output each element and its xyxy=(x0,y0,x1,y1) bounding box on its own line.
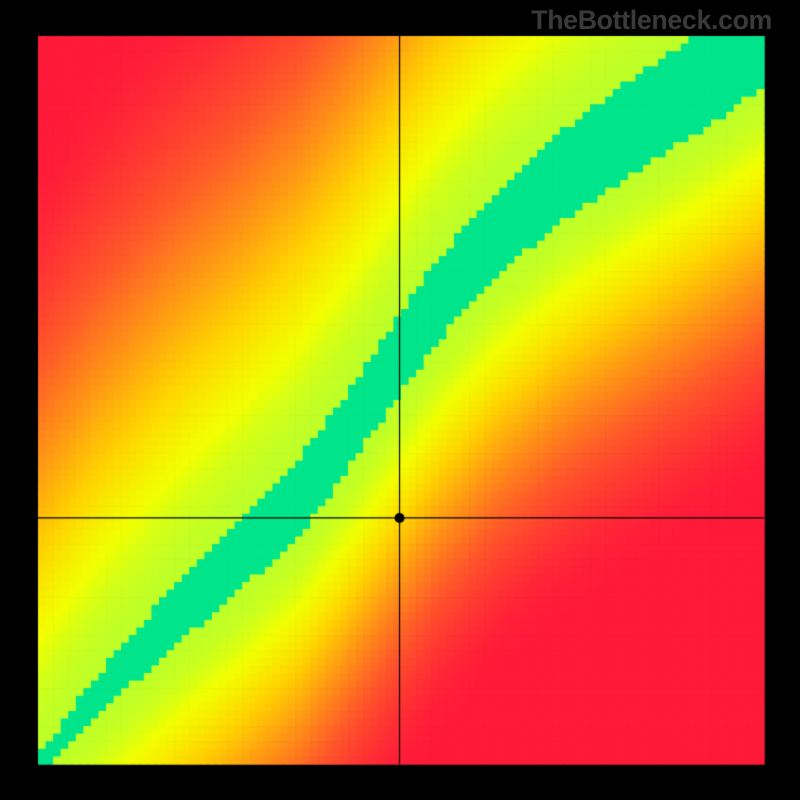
watermark-label: TheBottleneck.com xyxy=(531,5,772,36)
bottleneck-heatmap xyxy=(0,0,800,800)
